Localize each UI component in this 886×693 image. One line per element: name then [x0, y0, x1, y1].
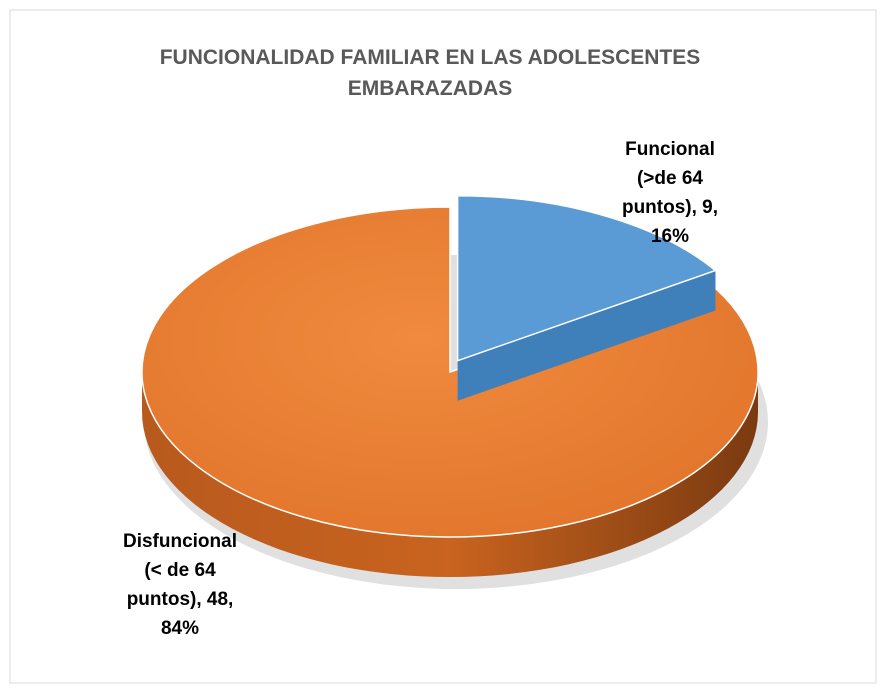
pie-slice	[456, 194, 717, 362]
data-label: Funcional (>de 64 puntos), 9, 16%	[622, 139, 718, 247]
data-label: Disfuncional (< de 64 puntos), 48, 84%	[123, 531, 237, 639]
pie-side	[142, 372, 758, 577]
pie-slice	[141, 206, 759, 538]
pie-cut	[457, 270, 716, 401]
chart-title: FUNCIONALIDAD FAMILIAR EN LAS ADOLESCENT…	[160, 46, 701, 100]
